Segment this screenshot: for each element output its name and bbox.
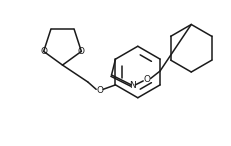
Text: O: O: [96, 86, 103, 95]
Text: O: O: [40, 47, 47, 56]
Text: N: N: [129, 81, 136, 90]
Text: O: O: [144, 75, 151, 84]
Text: O: O: [78, 47, 85, 56]
